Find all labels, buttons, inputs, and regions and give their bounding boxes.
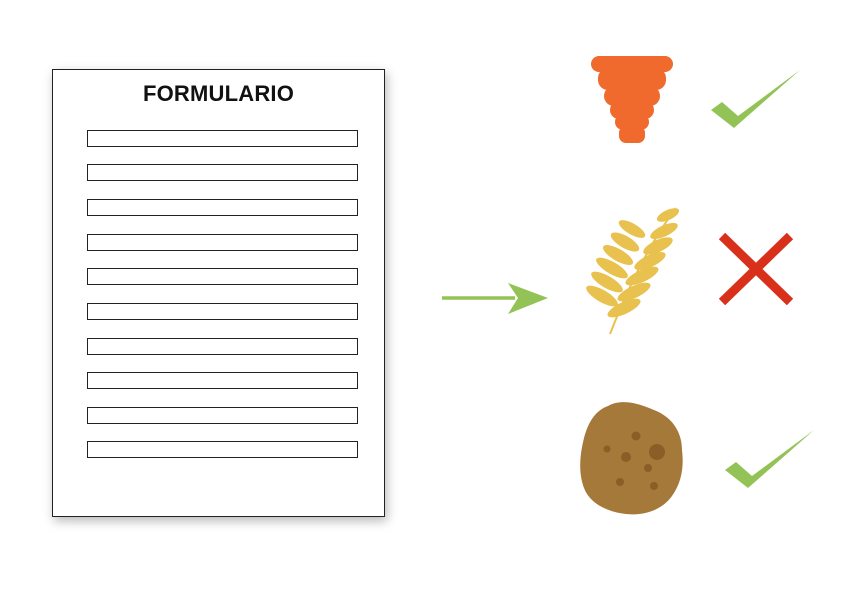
form-field: [87, 130, 358, 147]
form-field: [87, 372, 358, 389]
form-field: [87, 407, 358, 424]
honey-dipper-icon: [591, 56, 673, 143]
form-field: [87, 303, 358, 320]
check-icon: [725, 430, 814, 488]
cross-icon: [718, 232, 794, 306]
form-title: FORMULARIO: [142, 81, 295, 106]
form-field: [87, 441, 358, 458]
form-field: [87, 338, 358, 355]
form-field: [87, 234, 358, 251]
wheat-icon: [586, 207, 680, 335]
check-icon: [711, 70, 800, 128]
form-field: [87, 164, 358, 181]
form-field: [87, 268, 358, 285]
form-document: FORMULARIO: [52, 69, 385, 517]
arrow-right-icon: [442, 283, 548, 314]
cookie-icon: [580, 402, 683, 515]
form-field: [87, 199, 358, 216]
